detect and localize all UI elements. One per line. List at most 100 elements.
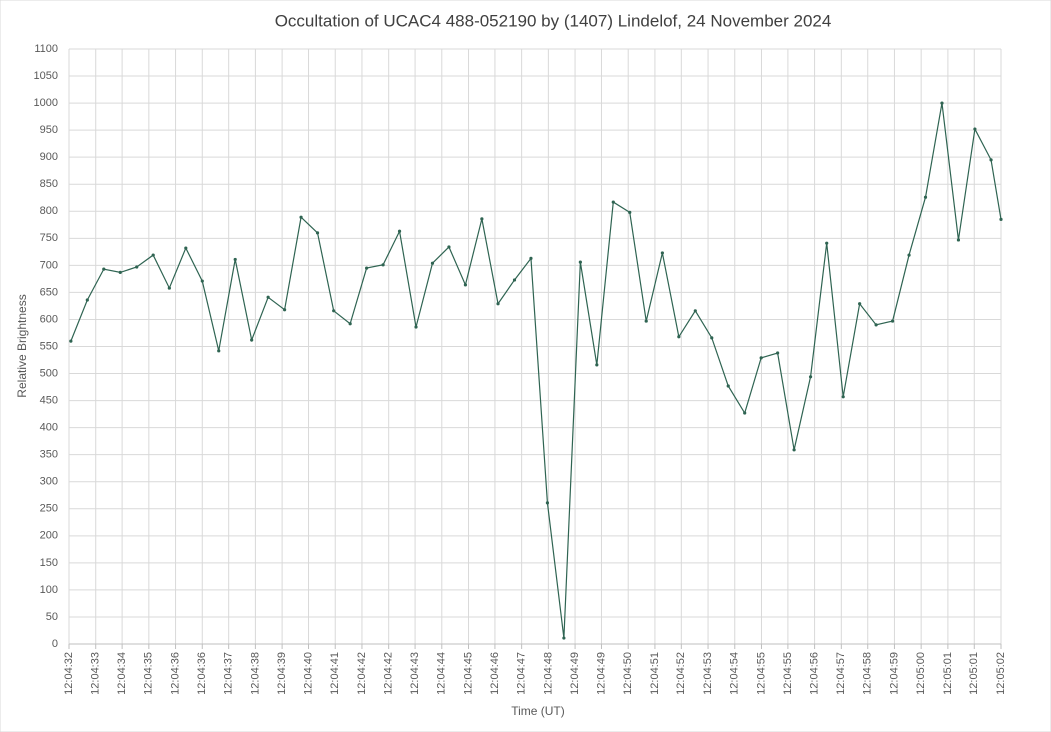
data-point: [102, 267, 106, 271]
data-point: [562, 636, 566, 640]
data-point: [135, 265, 139, 269]
y-tick-label: 650: [40, 286, 58, 298]
data-point: [447, 245, 451, 249]
data-point: [973, 127, 977, 131]
data-point: [200, 279, 204, 283]
data-point: [595, 363, 599, 367]
data-point: [825, 241, 829, 245]
x-tick-label: 12:04:46: [489, 652, 501, 695]
y-tick-label: 700: [40, 259, 58, 271]
data-point: [776, 351, 780, 355]
y-tick-label: 100: [40, 584, 58, 596]
data-point: [480, 217, 484, 221]
x-tick-label: 12:04:39: [276, 652, 288, 695]
data-point: [792, 448, 796, 452]
data-point: [578, 260, 582, 264]
x-tick-label: 12:04:55: [782, 652, 794, 695]
x-tick-label: 12:04:41: [329, 652, 341, 695]
y-tick-label: 750: [40, 232, 58, 244]
data-point: [858, 302, 862, 306]
y-tick-label: 950: [40, 124, 58, 136]
x-tick-label: 12:04:37: [223, 652, 235, 695]
x-tick-label: 12:05:01: [942, 652, 954, 695]
x-tick-label: 12:04:48: [542, 652, 554, 695]
data-point: [874, 323, 878, 327]
y-tick-label: 0: [52, 638, 58, 650]
data-point: [545, 501, 550, 505]
x-tick-label: 12:04:32: [63, 652, 75, 695]
data-point: [743, 411, 747, 415]
data-point: [315, 231, 320, 235]
data-point: [611, 200, 615, 204]
y-axis-label: Relative Brightness: [15, 294, 29, 397]
y-tick-label: 200: [40, 530, 58, 542]
x-tick-label: 12:04:42: [383, 652, 395, 695]
x-tick-label: 12:04:36: [169, 652, 181, 695]
data-point: [184, 246, 188, 250]
y-tick-label: 900: [40, 151, 58, 163]
y-tick-label: 50: [46, 611, 58, 623]
data-point: [85, 298, 89, 302]
data-point: [167, 286, 171, 290]
data-point: [217, 349, 221, 353]
data-point: [644, 319, 648, 323]
x-tick-label: 12:04:38: [249, 652, 261, 695]
data-point: [266, 295, 270, 299]
data-point: [808, 375, 813, 379]
data-point: [118, 270, 122, 274]
data-point: [365, 266, 369, 270]
x-tick-label: 12:04:43: [409, 652, 421, 695]
data-point: [233, 257, 237, 262]
data-point: [710, 336, 714, 340]
y-tick-label: 550: [40, 340, 58, 352]
data-point: [69, 339, 73, 343]
x-tick-label: 12:04:59: [888, 652, 900, 695]
data-point: [381, 263, 385, 267]
data-point: [841, 395, 845, 399]
data-point: [956, 238, 961, 242]
y-tick-label: 500: [40, 367, 58, 379]
y-tick-label: 600: [40, 313, 58, 325]
x-tick-label: 12:04:49: [595, 652, 607, 695]
data-point: [999, 217, 1003, 221]
data-point: [250, 338, 254, 342]
data-point: [693, 309, 697, 313]
data-point: [890, 319, 895, 323]
data-line: [70, 102, 1002, 639]
data-point: [940, 101, 944, 105]
x-tick-label: 12:04:58: [862, 652, 874, 695]
data-point: [151, 253, 155, 257]
data-point: [529, 256, 533, 260]
x-tick-label: 12:04:35: [143, 652, 155, 695]
data-point: [677, 335, 681, 339]
data-point: [283, 308, 287, 312]
data-point: [989, 158, 993, 162]
data-point: [726, 384, 730, 388]
data-point: [299, 215, 303, 219]
data-point: [397, 229, 402, 233]
y-tick-label: 150: [40, 557, 58, 569]
x-tick-label: 12:04:44: [436, 652, 448, 695]
data-point: [430, 261, 435, 265]
chart-title: Occultation of UCAC4 488-052190 by (1407…: [275, 11, 832, 30]
data-point: [332, 309, 336, 313]
x-tick-label: 12:05:02: [995, 652, 1007, 695]
x-tick-label: 12:05:00: [915, 652, 927, 695]
data-point: [512, 278, 517, 282]
x-tick-label: 12:04:45: [462, 652, 474, 695]
x-tick-label: 12:04:49: [569, 652, 581, 695]
y-tick-label: 450: [40, 394, 58, 406]
y-tick-label: 300: [40, 476, 58, 488]
data-point: [660, 251, 664, 255]
x-tick-label: 12:04:53: [702, 652, 714, 695]
x-tick-label: 12:05:01: [968, 652, 980, 695]
data-point: [496, 302, 500, 306]
data-point: [759, 356, 763, 360]
y-tick-label: 800: [40, 205, 58, 217]
x-tick-label: 12:04:56: [809, 652, 821, 695]
x-tick-label: 12:04:34: [116, 652, 128, 695]
x-tick-label: 12:04:55: [755, 652, 767, 695]
y-tick-label: 350: [40, 449, 58, 461]
